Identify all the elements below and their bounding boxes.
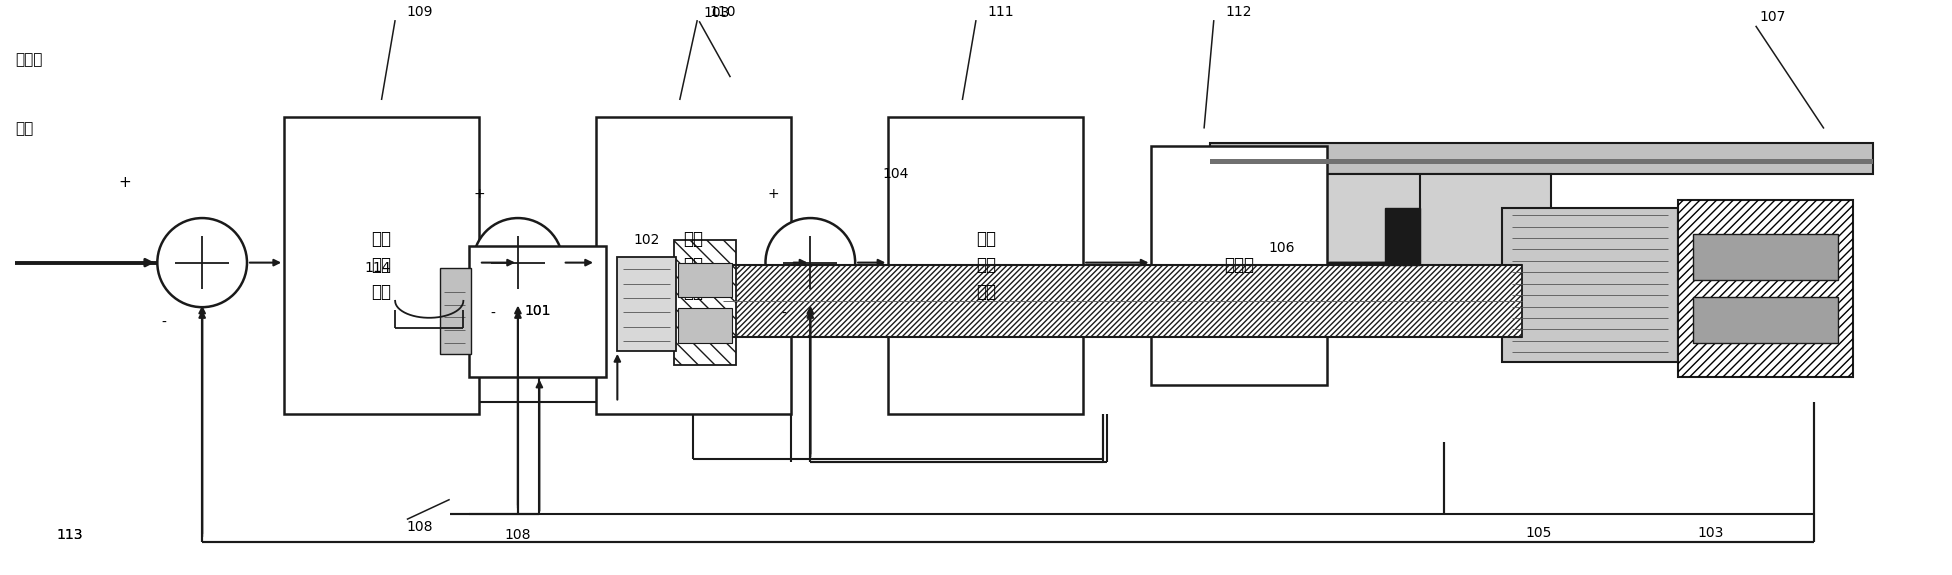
Text: 103: 103 (703, 6, 730, 20)
Ellipse shape (765, 218, 855, 307)
Bar (1210, 174, 1552, 300)
Text: 102: 102 (632, 233, 660, 247)
Text: 速度
控制
模块: 速度 控制 模块 (683, 230, 703, 301)
Text: 114: 114 (363, 261, 390, 275)
Bar (888, 117, 1083, 414)
Text: 103: 103 (1696, 526, 1724, 539)
Bar (285, 117, 478, 414)
Text: 112: 112 (1226, 5, 1251, 19)
Text: 108: 108 (406, 520, 433, 534)
Bar (1386, 208, 1421, 266)
Text: 运动: 运动 (16, 121, 33, 136)
Bar (677, 308, 732, 343)
Bar (673, 240, 736, 365)
Text: 101: 101 (525, 304, 550, 318)
Bar (1210, 159, 1872, 164)
Text: -: - (781, 307, 787, 321)
Text: 109: 109 (406, 5, 433, 19)
Text: 110: 110 (709, 5, 736, 19)
Text: 位置
控制
模块: 位置 控制 模块 (371, 230, 392, 301)
Bar (722, 266, 1523, 337)
Text: 放大器: 放大器 (1224, 256, 1253, 274)
Text: 106: 106 (1269, 242, 1294, 255)
Text: 电流
控制
模块: 电流 控制 模块 (976, 230, 996, 301)
Text: +: + (119, 175, 131, 190)
Text: -: - (162, 316, 166, 329)
Bar (1692, 297, 1837, 343)
Text: 107: 107 (1759, 10, 1786, 24)
Bar (439, 269, 470, 354)
Text: 113: 113 (57, 528, 82, 542)
Bar (677, 263, 732, 297)
Bar (1152, 145, 1327, 385)
Bar (468, 246, 605, 377)
Text: 111: 111 (988, 5, 1015, 19)
Ellipse shape (472, 218, 562, 307)
Text: 101: 101 (525, 304, 550, 318)
Ellipse shape (158, 218, 248, 307)
Text: 104: 104 (882, 167, 910, 181)
Text: +: + (472, 187, 484, 201)
Text: -: - (490, 307, 496, 321)
Bar (595, 117, 791, 414)
Text: 108: 108 (504, 528, 531, 542)
Bar (1503, 208, 1677, 362)
Text: +: + (767, 187, 779, 201)
Bar (1677, 200, 1852, 377)
Text: 105: 105 (1526, 526, 1552, 539)
Text: 规范的: 规范的 (16, 52, 43, 67)
Bar (617, 257, 675, 351)
Bar (1677, 200, 1852, 377)
Bar (1210, 143, 1872, 174)
Text: 113: 113 (57, 528, 82, 542)
Bar (1692, 234, 1837, 280)
